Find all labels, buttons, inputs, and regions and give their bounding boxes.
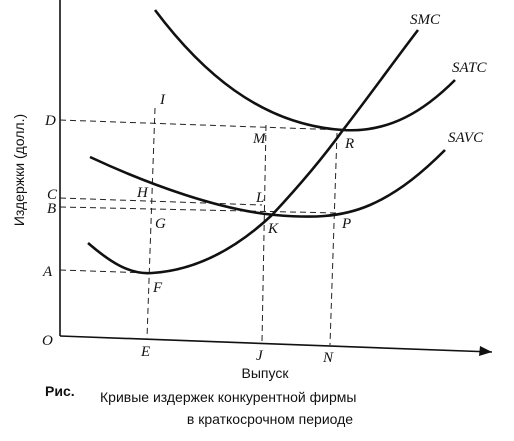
point-label: P xyxy=(341,216,351,232)
point-label: R xyxy=(344,136,354,152)
origin-label: O xyxy=(42,333,53,349)
x-arrow xyxy=(479,346,492,356)
caption-line: Кривые издержек конкурентной фирмы xyxy=(100,389,356,405)
savc-curve xyxy=(89,149,446,218)
point-label: G xyxy=(155,216,166,232)
point-label: I xyxy=(159,92,166,108)
caption-prefix: Рис. xyxy=(45,383,75,399)
caption-line: в краткосрочном периоде xyxy=(187,411,353,427)
guide-j xyxy=(261,124,267,343)
guide-n xyxy=(329,132,338,346)
guide-b xyxy=(59,206,339,214)
x-axis-label: Выпуск xyxy=(242,365,290,381)
x-point: E xyxy=(140,344,150,360)
point-label: L xyxy=(255,190,264,206)
point-label: M xyxy=(252,131,267,147)
guide-ie xyxy=(146,107,156,339)
point-label: K xyxy=(267,221,279,237)
curve-label: SATC xyxy=(452,60,487,76)
guide-c xyxy=(59,197,263,206)
x-axis xyxy=(59,335,493,353)
y-point: B xyxy=(47,201,56,217)
y-point: C xyxy=(47,187,58,203)
y-axis-label: Издержки (долл.) xyxy=(11,114,27,226)
point-label: F xyxy=(152,280,163,296)
y-point: D xyxy=(44,113,56,129)
curve-label: SMC xyxy=(410,12,441,28)
point-label: H xyxy=(136,185,149,201)
guide-d xyxy=(59,119,344,131)
curve-label: SAVC xyxy=(448,130,484,146)
smc-curve xyxy=(87,29,420,275)
x-point: J xyxy=(256,348,264,364)
satc-curve xyxy=(153,9,456,132)
x-point: N xyxy=(322,350,334,366)
y-point: A xyxy=(42,264,53,280)
